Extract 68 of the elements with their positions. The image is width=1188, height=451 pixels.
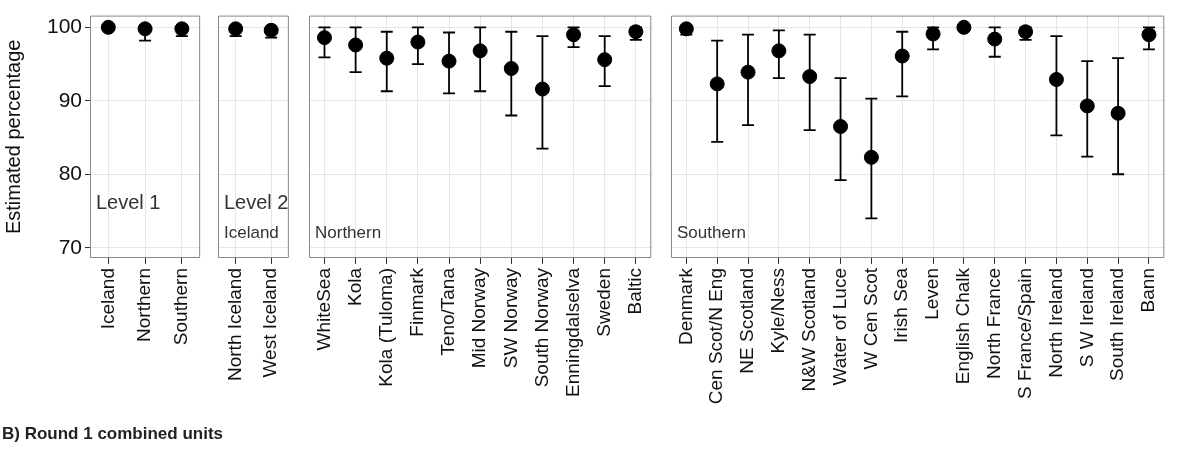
- x-tick-label: Cen Scot/N Eng: [704, 268, 726, 405]
- point: [410, 34, 426, 50]
- point: [801, 69, 817, 85]
- x-tick-label: Southern: [170, 268, 192, 346]
- point: [379, 50, 395, 66]
- x-tick-label: South Ireland: [1105, 268, 1127, 382]
- y-axis-title: Estimated percentage: [1, 39, 24, 235]
- y-tick-label: 80: [58, 161, 82, 185]
- x-tick-label: Sweden: [592, 268, 614, 337]
- x-tick-label: Kola: [343, 267, 365, 307]
- y-tick-label: 70: [58, 234, 82, 258]
- point: [472, 43, 488, 59]
- x-tick-label: Teno/Tana: [437, 267, 459, 356]
- x-tick-label: Baltic: [623, 268, 645, 315]
- x-tick-label: Mid Norway: [468, 267, 490, 369]
- x-tick-label: Northern: [133, 268, 155, 342]
- text: Southern: [676, 223, 746, 242]
- text: Level 2: [224, 191, 289, 213]
- point: [1110, 105, 1126, 121]
- x-tick-label: SW Norway: [499, 267, 521, 369]
- x-tick-label: Enningdalselva: [561, 267, 583, 397]
- x-tick-label: Leven: [920, 268, 942, 320]
- point: [709, 76, 725, 92]
- point: [925, 26, 941, 42]
- point: [770, 43, 786, 59]
- x-tick-label: North Ireland: [1044, 268, 1066, 378]
- x-tick-label: Kyle/Ness: [766, 268, 788, 354]
- point: [1048, 72, 1064, 88]
- point: [347, 37, 363, 53]
- y-tick-label: 100: [46, 14, 82, 38]
- x-tick-label: English Chalk: [951, 267, 973, 385]
- point: [955, 19, 971, 35]
- point: [441, 53, 457, 69]
- point: [1140, 27, 1156, 43]
- point: [986, 31, 1002, 47]
- x-tick-label: N&W Scotland: [797, 268, 819, 392]
- point: [894, 48, 910, 64]
- x-tick-label: North Iceland: [224, 268, 246, 382]
- x-tick-label: Denmark: [674, 267, 696, 346]
- y-tick-label: 90: [58, 87, 82, 111]
- x-tick-label: Kola (Tuloma): [374, 268, 396, 387]
- text: Level 1: [96, 191, 161, 213]
- point: [534, 81, 550, 97]
- x-tick-label: S France/Spain: [1013, 268, 1035, 399]
- x-tick-label: NE Scotland: [735, 268, 757, 374]
- x-tick-label: Bann: [1136, 268, 1158, 313]
- text: Northern: [314, 223, 381, 242]
- point: [596, 52, 612, 68]
- point: [678, 21, 694, 37]
- x-tick-label: North France: [982, 268, 1004, 379]
- x-tick-label: Finmark: [405, 267, 427, 337]
- x-tick-label: S W Ireland: [1075, 268, 1096, 368]
- point: [832, 119, 848, 135]
- point: [740, 64, 756, 80]
- point: [503, 60, 519, 76]
- point: [863, 149, 879, 165]
- point: [1079, 98, 1095, 114]
- x-tick-label: Water of Luce: [828, 268, 850, 386]
- text: B) Round 1 combined units: [2, 424, 223, 444]
- point: [565, 27, 581, 43]
- x-tick-label: South Norway: [530, 267, 552, 388]
- point: [316, 30, 332, 46]
- x-tick-label: Irish Sea: [889, 267, 911, 343]
- x-tick-label: West Iceland: [259, 268, 281, 378]
- text: Iceland: [224, 223, 280, 242]
- x-tick-label: WhiteSea: [312, 267, 334, 351]
- x-tick-label: Iceland: [96, 268, 118, 330]
- x-tick-label: W Cen Scot: [859, 267, 881, 370]
